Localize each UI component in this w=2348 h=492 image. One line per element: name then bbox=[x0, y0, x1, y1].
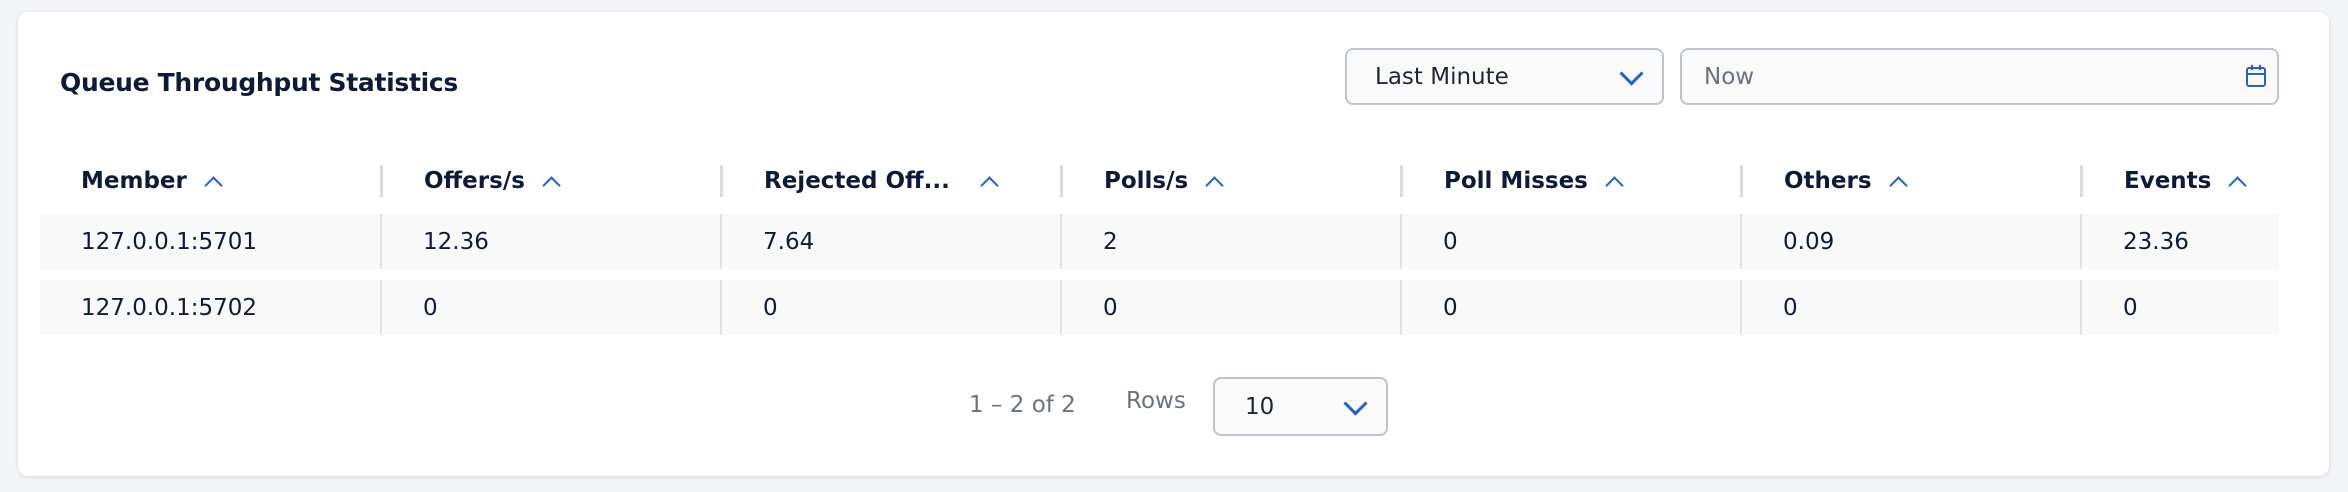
column-header-polls[interactable]: Polls/s bbox=[1060, 165, 1400, 197]
chevron-up-icon[interactable] bbox=[1605, 175, 1624, 195]
rows-per-page-select[interactable]: 10 bbox=[1213, 377, 1388, 436]
cell-events: 0 bbox=[2080, 280, 2279, 335]
column-label: Events bbox=[2124, 168, 2212, 194]
chevron-down-icon bbox=[1619, 61, 1644, 86]
chevron-down-icon bbox=[1343, 391, 1368, 416]
cell-polls: 2 bbox=[1060, 214, 1400, 269]
cell-others: 0.09 bbox=[1740, 214, 2080, 269]
time-range-value: Last Minute bbox=[1375, 63, 1509, 90]
cell-rejected-offers: 7.64 bbox=[720, 214, 1060, 269]
cell-others: 0 bbox=[1740, 280, 2080, 335]
column-label: Polls/s bbox=[1104, 168, 1189, 194]
column-header-offers[interactable]: Offers/s bbox=[380, 165, 720, 197]
chevron-up-icon[interactable] bbox=[204, 175, 223, 195]
table-body: 127.0.0.1:5701 12.36 7.64 2 0 0.09 23.36… bbox=[40, 214, 2279, 335]
chevron-up-icon[interactable] bbox=[980, 175, 999, 195]
column-header-events[interactable]: Events bbox=[2080, 165, 2279, 197]
cell-polls: 0 bbox=[1060, 280, 1400, 335]
column-label: Member bbox=[81, 168, 187, 194]
rows-per-page-value: 10 bbox=[1245, 393, 1275, 420]
throughput-table: Member Offers/s Rejected Off... Polls/s … bbox=[40, 148, 2279, 335]
cell-offers: 0 bbox=[380, 280, 720, 335]
column-label: Others bbox=[1784, 168, 1872, 194]
date-input[interactable]: Now bbox=[1680, 48, 2279, 105]
column-header-poll-misses[interactable]: Poll Misses bbox=[1400, 165, 1740, 197]
cell-rejected-offers: 0 bbox=[720, 280, 1060, 335]
column-label: Offers/s bbox=[424, 168, 525, 194]
table-header: Member Offers/s Rejected Off... Polls/s … bbox=[40, 148, 2279, 214]
calendar-icon[interactable] bbox=[2245, 64, 2267, 88]
column-header-rejected-offers[interactable]: Rejected Off... bbox=[720, 165, 1060, 197]
column-header-others[interactable]: Others bbox=[1740, 165, 2080, 197]
chevron-up-icon[interactable] bbox=[1888, 175, 1908, 195]
table-row: 127.0.0.1:5701 12.36 7.64 2 0 0.09 23.36 bbox=[40, 214, 2279, 269]
cell-member: 127.0.0.1:5702 bbox=[81, 294, 258, 321]
column-label: Rejected Off... bbox=[764, 168, 950, 194]
time-range-select[interactable]: Last Minute bbox=[1345, 48, 1664, 105]
chevron-up-icon[interactable] bbox=[2228, 175, 2248, 195]
cell-events: 23.36 bbox=[2080, 214, 2279, 269]
cell-poll-misses: 0 bbox=[1400, 214, 1740, 269]
chevron-up-icon[interactable] bbox=[1205, 175, 1224, 195]
chevron-up-icon[interactable] bbox=[542, 175, 561, 195]
date-input-placeholder: Now bbox=[1704, 63, 1755, 90]
column-label: Poll Misses bbox=[1444, 168, 1588, 194]
pagination-range: 1 – 2 of 2 bbox=[969, 392, 1076, 418]
rows-label: Rows bbox=[1126, 388, 1186, 414]
column-header-member[interactable]: Member bbox=[40, 165, 380, 197]
card-title: Queue Throughput Statistics bbox=[60, 68, 459, 97]
cell-offers: 12.36 bbox=[380, 214, 720, 269]
cell-poll-misses: 0 bbox=[1400, 280, 1740, 335]
table-row: 127.0.0.1:5702 0 0 0 0 0 0 bbox=[40, 280, 2279, 335]
cell-member: 127.0.0.1:5701 bbox=[81, 228, 258, 255]
